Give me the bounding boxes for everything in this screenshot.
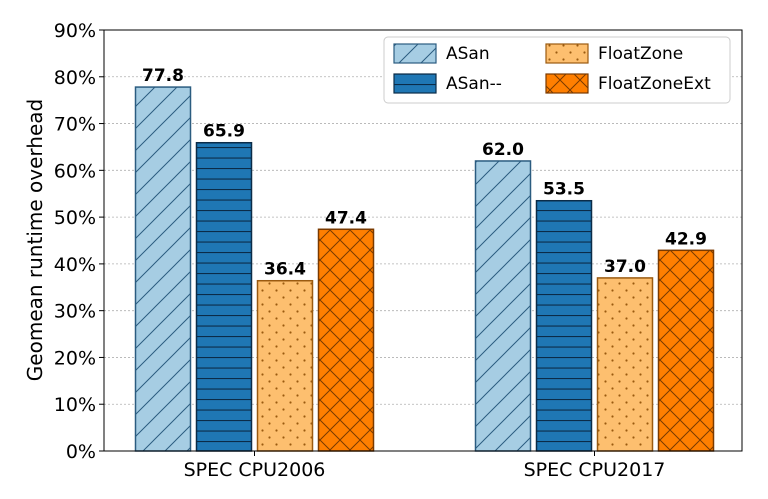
y-axis-title: Geomean runtime overhead <box>23 99 47 381</box>
bar-value-label: 53.5 <box>543 180 585 200</box>
y-tick-label: 20% <box>54 347 96 369</box>
x-tick-label: SPEC CPU2006 <box>184 459 326 481</box>
bar-asan-1-hatch <box>134 86 192 452</box>
y-axis-ticks: 0% 10% 20% 30% 40% 50% 60% 70% 80% 90% <box>54 20 104 463</box>
bar-value-labels: 77.8 65.9 36.4 47.4 62.0 53.5 37.0 42.9 <box>142 66 707 280</box>
y-tick-label: 90% <box>54 20 96 42</box>
legend-label-asan: ASan-- <box>446 74 502 94</box>
legend-frame <box>383 36 731 104</box>
bar-value-label: 37.0 <box>604 257 646 277</box>
bar-asan-2-hatch <box>535 199 593 452</box>
plot-frame <box>103 29 743 452</box>
x-tick-label: SPEC CPU2017 <box>524 459 666 481</box>
bar-value-label: 62.0 <box>482 140 524 160</box>
bars <box>134 86 715 452</box>
legend-swatch-hatch-asan <box>393 73 437 94</box>
legend-swatch-hatch-asan <box>393 43 437 64</box>
legend-label-floatzoneext: FloatZoneExt <box>598 74 711 94</box>
bar-floatzoneext-1-hatch <box>317 228 375 452</box>
legend-swatch-hatch-floatzoneext <box>545 73 589 94</box>
bar-floatzoneext-2-hatch <box>657 249 715 452</box>
y-tick-label: 10% <box>54 394 96 416</box>
legend-label-asan: ASan <box>446 44 490 64</box>
y-tick-label: 0% <box>66 441 96 463</box>
bar-value-label: 42.9 <box>665 229 707 249</box>
legend-swatch-hatch-floatzone <box>545 43 589 64</box>
bar-value-label: 65.9 <box>203 122 245 142</box>
bar-floatzone-2-hatch <box>596 277 654 452</box>
legend-label-floatzone: FloatZone <box>598 44 683 64</box>
y-tick-label: 80% <box>54 67 96 89</box>
legend: ASan ASan-- FloatZone FloatZoneExt <box>383 36 731 104</box>
bar-value-label: 36.4 <box>264 260 306 280</box>
y-tick-label: 70% <box>54 114 96 136</box>
bar-value-label: 47.4 <box>325 208 367 228</box>
y-tick-label: 30% <box>54 301 96 323</box>
y-tick-label: 60% <box>54 160 96 182</box>
bar-value-label: 77.8 <box>142 66 184 86</box>
y-tick-label: 40% <box>54 254 96 276</box>
y-tick-label: 50% <box>54 207 96 229</box>
bar-asan-1-hatch <box>195 141 253 452</box>
bar-floatzone-1-hatch <box>256 279 314 452</box>
bar-asan-2-hatch <box>474 160 532 452</box>
x-axis-ticks: SPEC CPU2006 SPEC CPU2017 <box>184 451 666 481</box>
